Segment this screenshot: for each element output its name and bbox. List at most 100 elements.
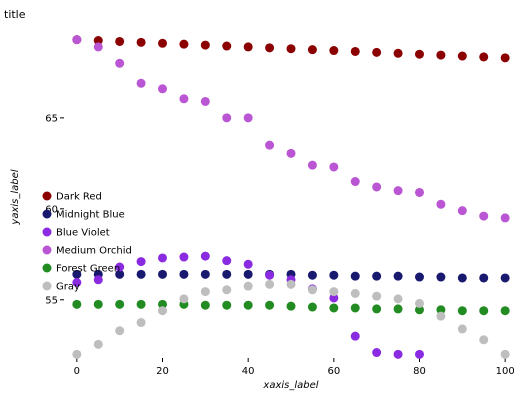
- data-point-forest-green: [115, 299, 125, 309]
- data-point-forest-green: [500, 306, 510, 316]
- plot-area: [72, 35, 510, 359]
- data-point-gray: [457, 324, 467, 334]
- legend-label-forest-green: Forest Green: [56, 264, 120, 275]
- data-point-midnight-blue: [329, 270, 339, 280]
- legend: Dark Red Midnight Blue Blue Violet Medium O…: [42, 191, 132, 293]
- data-point-medium-orchid: [222, 113, 232, 123]
- data-point-medium-orchid: [243, 113, 253, 123]
- data-point-blue-violet: [329, 293, 339, 303]
- data-point-dark-red: [243, 42, 253, 52]
- y-tick-label: 65: [45, 113, 58, 124]
- data-point-midnight-blue: [393, 271, 403, 281]
- legend-marker-blue-violet: [42, 227, 52, 237]
- data-point-midnight-blue: [457, 273, 467, 283]
- data-point-gray: [265, 279, 275, 289]
- data-point-blue-violet: [265, 270, 275, 280]
- legend-label-medium-orchid: Medium Orchid: [56, 246, 132, 257]
- legend-marker-dark-red: [42, 191, 52, 201]
- data-point-medium-orchid: [286, 148, 296, 158]
- data-point-gray: [479, 335, 489, 345]
- x-tick-label: 80: [413, 366, 426, 377]
- data-point-blue-violet: [414, 349, 424, 359]
- data-point-blue-violet: [200, 251, 210, 261]
- data-point-midnight-blue: [158, 269, 168, 279]
- data-point-blue-violet: [93, 275, 103, 285]
- legend-marker-gray: [42, 281, 52, 291]
- data-point-medium-orchid: [436, 199, 446, 209]
- data-point-forest-green: [479, 306, 489, 316]
- data-point-gray: [350, 288, 360, 298]
- y-tick-label: 60: [45, 204, 58, 215]
- data-point-midnight-blue: [222, 269, 232, 279]
- x-axis-title: xaxis_label: [262, 380, 318, 391]
- x-axis: 0 20 40 60 80 100: [74, 358, 515, 377]
- data-point-dark-red: [136, 37, 146, 47]
- data-point-medium-orchid: [414, 187, 424, 197]
- data-point-midnight-blue: [115, 269, 125, 279]
- data-point-dark-red: [93, 36, 103, 46]
- data-point-forest-green: [350, 303, 360, 313]
- data-point-forest-green: [136, 299, 146, 309]
- data-point-forest-green: [222, 300, 232, 310]
- data-point-forest-green: [436, 305, 446, 315]
- data-point-gray: [136, 318, 146, 328]
- data-point-midnight-blue: [136, 269, 146, 279]
- legend-label-dark-red: Dark Red: [56, 192, 102, 203]
- data-point-forest-green: [307, 302, 317, 312]
- series-dark-red: [72, 35, 510, 63]
- legend-marker-forest-green: [42, 263, 52, 273]
- data-point-dark-red: [115, 36, 125, 46]
- legend-marker-midnight-blue: [42, 209, 52, 219]
- data-point-gray: [329, 287, 339, 297]
- y-tick-label: 55: [45, 295, 58, 306]
- data-point-midnight-blue: [72, 269, 82, 279]
- data-point-gray: [286, 279, 296, 289]
- y-axis: 55 60 65: [45, 113, 64, 306]
- data-point-midnight-blue: [436, 272, 446, 282]
- data-point-midnight-blue: [307, 270, 317, 280]
- data-point-forest-green: [329, 303, 339, 313]
- data-point-gray: [93, 339, 103, 349]
- data-point-dark-red: [265, 43, 275, 53]
- data-point-blue-violet: [115, 262, 125, 272]
- data-point-forest-green: [72, 299, 82, 309]
- data-point-medium-orchid: [329, 162, 339, 172]
- data-point-blue-violet: [136, 257, 146, 267]
- data-point-dark-red: [393, 48, 403, 58]
- data-point-forest-green: [265, 300, 275, 310]
- legend-label-midnight-blue: Midnight Blue: [56, 210, 125, 221]
- data-point-blue-violet: [372, 348, 382, 358]
- data-point-forest-green: [393, 304, 403, 314]
- legend-label-gray: Gray: [56, 282, 80, 293]
- data-point-blue-violet: [72, 278, 82, 288]
- data-point-dark-red: [457, 51, 467, 61]
- data-point-blue-violet: [243, 259, 253, 269]
- data-point-dark-red: [179, 39, 189, 49]
- data-point-medium-orchid: [158, 84, 168, 94]
- data-point-gray: [372, 291, 382, 301]
- data-point-midnight-blue: [243, 269, 253, 279]
- y-axis-title: yaxis_label: [10, 169, 21, 225]
- data-point-dark-red: [307, 45, 317, 55]
- data-point-midnight-blue: [200, 269, 210, 279]
- data-point-dark-red: [200, 40, 210, 50]
- data-point-dark-red: [222, 41, 232, 51]
- data-point-midnight-blue: [350, 271, 360, 281]
- data-point-forest-green: [286, 301, 296, 311]
- data-point-blue-violet: [222, 256, 232, 266]
- data-point-medium-orchid: [479, 211, 489, 221]
- data-point-midnight-blue: [479, 273, 489, 283]
- chart-title: title: [4, 8, 26, 21]
- data-point-dark-red: [436, 50, 446, 60]
- data-point-gray: [393, 294, 403, 304]
- data-point-gray: [72, 349, 82, 359]
- data-point-dark-red: [329, 46, 339, 56]
- data-point-dark-red: [479, 52, 489, 62]
- data-point-medium-orchid: [179, 94, 189, 104]
- data-point-forest-green: [414, 305, 424, 315]
- data-point-gray: [179, 294, 189, 304]
- data-point-gray: [243, 281, 253, 291]
- x-tick-label: 20: [156, 366, 169, 377]
- data-point-medium-orchid: [350, 177, 360, 187]
